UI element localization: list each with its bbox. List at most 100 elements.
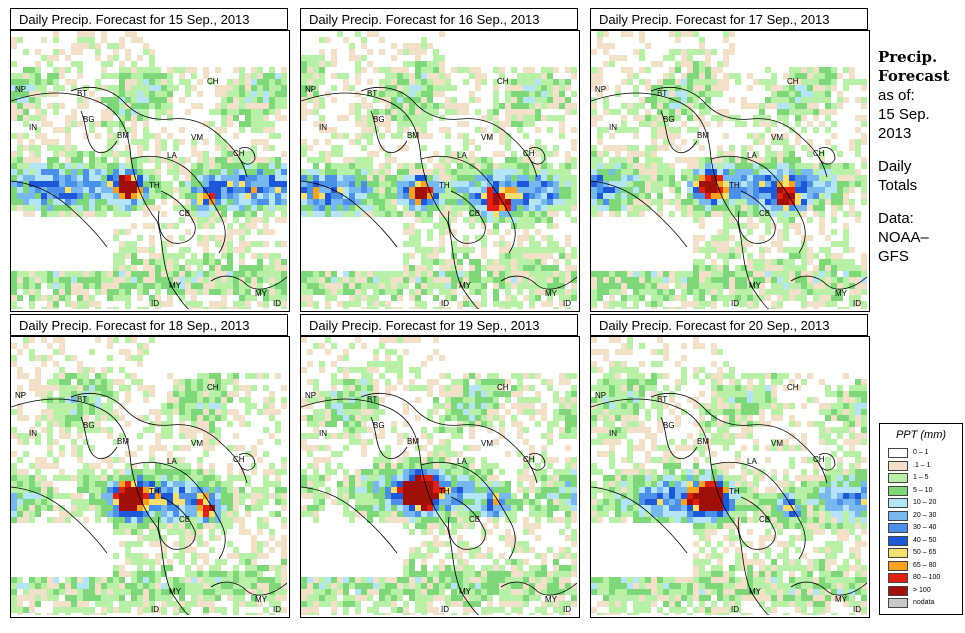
precip-cell bbox=[203, 271, 209, 277]
precip-cell bbox=[487, 265, 493, 271]
precip-cell bbox=[729, 235, 735, 241]
precip-cell bbox=[615, 127, 621, 133]
precip-cell bbox=[251, 199, 257, 205]
precip-cell bbox=[675, 307, 681, 309]
precip-cell bbox=[233, 511, 239, 517]
precip-cell bbox=[591, 289, 597, 295]
precip-cell bbox=[517, 157, 523, 163]
precip-cell bbox=[77, 397, 83, 403]
precip-cell bbox=[765, 271, 771, 277]
precip-cell bbox=[17, 367, 23, 373]
precip-cell bbox=[325, 295, 331, 301]
precip-cell bbox=[427, 91, 433, 97]
precip-cell bbox=[541, 115, 547, 121]
precip-cell bbox=[263, 397, 269, 403]
precip-cell bbox=[191, 397, 197, 403]
precip-cell bbox=[409, 103, 415, 109]
precip-cell bbox=[451, 295, 457, 301]
precip-cell bbox=[131, 37, 137, 43]
precip-cell bbox=[735, 289, 741, 295]
precip-cell bbox=[463, 247, 469, 253]
precip-cell bbox=[813, 103, 819, 109]
precip-cell bbox=[269, 127, 275, 133]
precip-cell bbox=[227, 289, 233, 295]
precip-cell bbox=[101, 85, 107, 91]
precip-cell bbox=[427, 79, 433, 85]
precip-cell bbox=[251, 193, 257, 199]
precip-cell bbox=[269, 271, 275, 277]
precip-cell bbox=[319, 121, 325, 127]
precip-cell bbox=[663, 121, 669, 127]
precip-cell bbox=[687, 157, 693, 163]
precip-cell bbox=[53, 289, 59, 295]
precip-cell bbox=[227, 577, 233, 583]
precip-cell bbox=[505, 91, 511, 97]
precip-cell bbox=[529, 163, 535, 169]
precip-cell bbox=[307, 193, 313, 199]
country-boundary bbox=[301, 92, 480, 309]
precip-cell bbox=[795, 133, 801, 139]
precip-cell bbox=[331, 61, 337, 67]
precip-cell bbox=[771, 103, 777, 109]
precip-cell bbox=[597, 91, 603, 97]
precip-cell bbox=[597, 199, 603, 205]
precip-cell bbox=[149, 529, 155, 535]
precip-cell bbox=[137, 481, 143, 487]
precip-cell bbox=[11, 175, 17, 181]
precip-cell bbox=[517, 217, 523, 223]
precip-cell bbox=[191, 295, 197, 301]
precip-cell bbox=[137, 541, 143, 547]
precip-cell bbox=[481, 181, 487, 187]
precip-cell bbox=[565, 97, 571, 103]
precip-cell bbox=[795, 115, 801, 121]
precip-cell bbox=[741, 271, 747, 277]
precip-cell bbox=[571, 283, 577, 289]
precip-cell bbox=[245, 187, 251, 193]
precip-cell bbox=[319, 211, 325, 217]
precip-cell bbox=[717, 115, 723, 121]
precip-cell bbox=[65, 145, 71, 151]
precip-cell bbox=[257, 79, 263, 85]
precip-cell bbox=[801, 253, 807, 259]
precip-cell bbox=[119, 79, 125, 85]
precip-cell bbox=[257, 253, 263, 259]
precip-cell bbox=[553, 103, 559, 109]
precip-cell bbox=[747, 85, 753, 91]
precip-cell bbox=[149, 259, 155, 265]
precip-cell bbox=[77, 361, 83, 367]
precip-cell bbox=[669, 127, 675, 133]
precip-cell bbox=[343, 205, 349, 211]
precip-cell bbox=[275, 109, 281, 115]
precip-cell bbox=[723, 115, 729, 121]
precip-cell bbox=[391, 103, 397, 109]
precip-cell bbox=[17, 199, 23, 205]
precip-cell bbox=[227, 181, 233, 187]
precip-cell bbox=[227, 553, 233, 559]
precip-cell bbox=[699, 61, 705, 67]
precip-cell bbox=[831, 187, 837, 193]
precip-cell bbox=[173, 517, 179, 523]
precip-cell bbox=[609, 163, 615, 169]
precip-cell bbox=[373, 283, 379, 289]
precip-cell bbox=[149, 67, 155, 73]
precip-cell bbox=[47, 61, 53, 67]
precip-cell bbox=[179, 559, 185, 565]
precip-cell bbox=[391, 187, 397, 193]
precip-cell bbox=[523, 91, 529, 97]
precip-cell bbox=[107, 181, 113, 187]
precip-cell bbox=[167, 109, 173, 115]
precip-cell bbox=[801, 85, 807, 91]
precip-cell bbox=[861, 175, 867, 181]
precip-cell bbox=[125, 115, 131, 121]
precip-cell bbox=[789, 97, 795, 103]
precip-cell bbox=[657, 193, 663, 199]
precip-cell bbox=[771, 163, 777, 169]
precip-cell bbox=[591, 277, 597, 283]
precip-cell bbox=[233, 385, 239, 391]
precip-cell bbox=[421, 37, 427, 43]
precip-cell bbox=[101, 457, 107, 463]
precip-cell bbox=[137, 277, 143, 283]
precip-cell bbox=[597, 43, 603, 49]
precip-cell bbox=[861, 103, 867, 109]
precip-cell bbox=[825, 109, 831, 115]
